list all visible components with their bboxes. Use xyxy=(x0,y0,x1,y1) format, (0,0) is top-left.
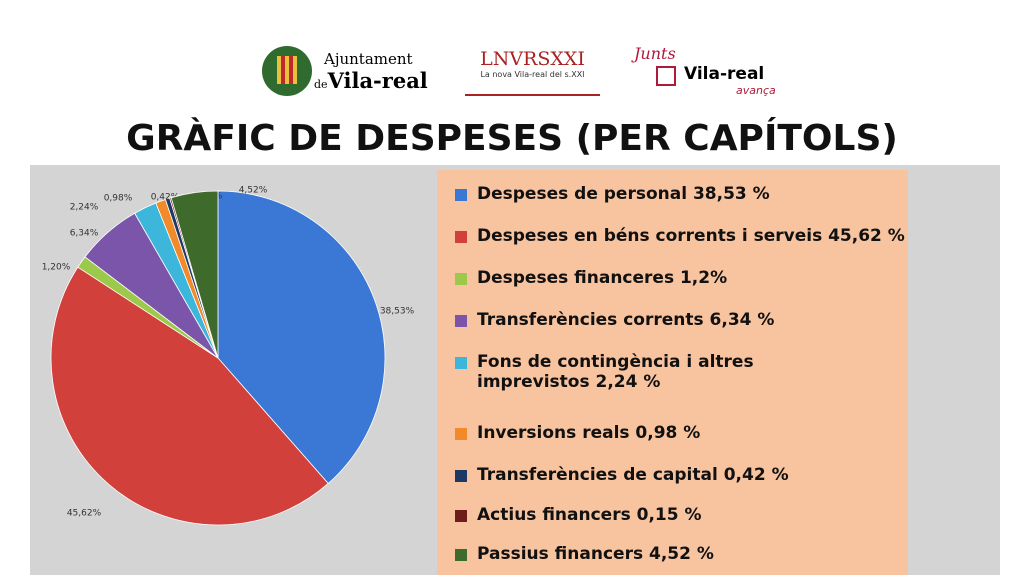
legend-item: Inversions reals 0,98 % xyxy=(455,423,700,443)
logo-junts: Junts Vila-real avança xyxy=(634,44,784,100)
data-label: 4,52% xyxy=(239,186,268,196)
chart-title: GRÀFIC DE DESPESES (PER CAPÍTOLS) xyxy=(126,118,898,159)
legend-item: Despeses de personal 38,53 % xyxy=(455,184,770,204)
pie-slice xyxy=(50,266,329,526)
crest xyxy=(262,46,312,96)
legend-swatch xyxy=(455,231,467,243)
legend-label: Fons de contingència i altres imprevisto… xyxy=(477,352,754,392)
crest-shield xyxy=(277,56,297,84)
legend-item: Fons de contingència i altres imprevisto… xyxy=(455,352,795,392)
legend-label: Transferències de capital 0,42 % xyxy=(477,465,789,485)
legend-swatch xyxy=(455,510,467,522)
data-label: 6,34% xyxy=(70,229,99,239)
data-label: 1,20% xyxy=(42,263,71,273)
logo-text: Vila-real xyxy=(684,64,765,84)
data-label: 2,24% xyxy=(70,203,99,213)
data-label: 0,98% xyxy=(104,194,133,204)
legend-swatch xyxy=(455,428,467,440)
pie-slice xyxy=(170,190,219,359)
legend-swatch xyxy=(455,357,467,369)
logo-text: La nova Vila-real del s.XXI xyxy=(480,70,585,79)
logo-text: Junts xyxy=(634,44,676,63)
legend-item: Passius financers 4,52 % xyxy=(455,544,714,564)
logo-text: LNVRSXXI xyxy=(480,48,585,70)
logo-text: Ajuntament xyxy=(324,50,413,68)
legend-label: Inversions reals 0,98 % xyxy=(477,423,701,443)
legend-label: Actius financers 0,15 % xyxy=(477,505,702,525)
legend-item: Despeses en béns corrents i serveis 45,6… xyxy=(455,226,905,246)
logo-lnvrsxxi: LNVRSXXI La nova Vila-real del s.XXI xyxy=(465,48,600,96)
legend-swatch xyxy=(455,470,467,482)
logo-text: avança xyxy=(736,84,776,97)
pie-slice xyxy=(217,190,386,485)
logo-ajuntament: Ajuntament deVila-real xyxy=(262,46,432,96)
legend-swatch xyxy=(455,273,467,285)
legend-swatch xyxy=(455,549,467,561)
logo-text: deVila-real xyxy=(314,68,428,93)
legend-item: Despeses financeres 1,2% xyxy=(455,268,727,288)
data-label: 38,53% xyxy=(380,307,415,317)
legend-label: Despeses financeres 1,2% xyxy=(477,268,728,288)
legend-label: Despeses de personal 38,53 % xyxy=(477,184,770,204)
legend-item: Transferències de capital 0,42 % xyxy=(455,465,789,485)
legend-item: Actius financers 0,15 % xyxy=(455,505,702,525)
data-label: 0,42% xyxy=(151,193,180,203)
legend-swatch xyxy=(455,315,467,327)
legend-label: Passius financers 4,52 % xyxy=(477,544,714,564)
legend-item: Transferències corrents 6,34 % xyxy=(455,310,774,330)
legend: Despeses de personal 38,53 % Despeses en … xyxy=(437,170,908,575)
logo-text: Vila-real xyxy=(327,68,428,93)
logo-text: de xyxy=(314,78,328,91)
legend-swatch xyxy=(455,189,467,201)
logo-icon xyxy=(656,66,676,86)
legend-label: Despeses en béns corrents i serveis 45,6… xyxy=(477,226,905,246)
data-label: 45,62% xyxy=(67,509,102,519)
legend-label: Transferències corrents 6,34 % xyxy=(477,310,775,330)
